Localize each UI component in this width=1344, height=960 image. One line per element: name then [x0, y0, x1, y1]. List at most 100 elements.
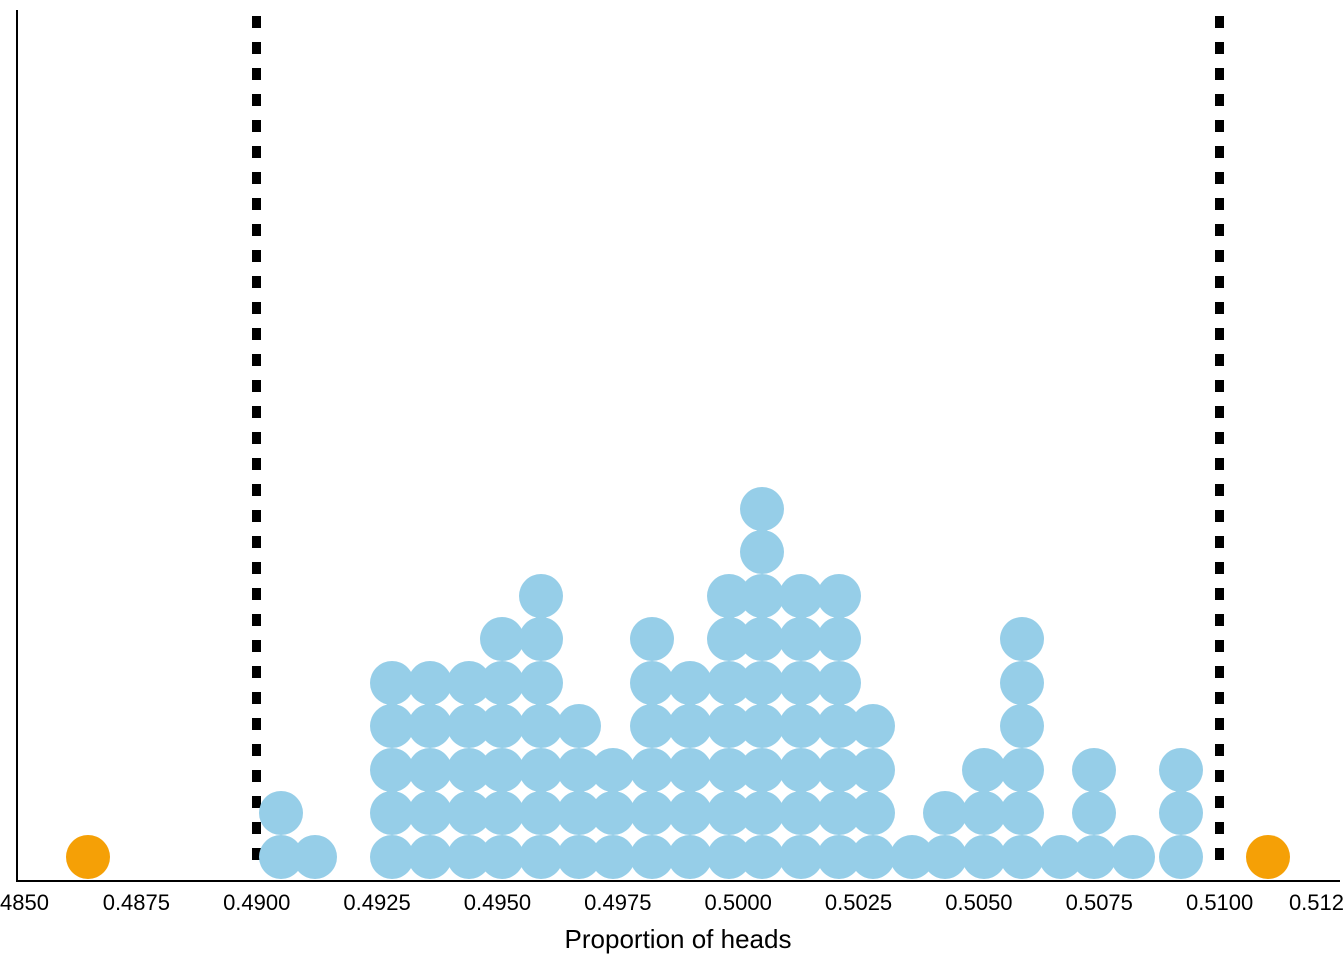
reference-vline-dash [1215, 848, 1224, 860]
reference-vline-dash [252, 94, 261, 106]
outlier-dot [1246, 835, 1290, 879]
data-dot [1072, 835, 1116, 879]
data-dot [480, 835, 524, 879]
reference-vline-dash [1215, 718, 1224, 730]
reference-vline-dash [252, 198, 261, 210]
data-dot [1159, 791, 1203, 835]
reference-vline-dash [252, 562, 261, 574]
data-dot [1000, 748, 1044, 792]
x-tick-label: 0.4875 [103, 890, 170, 916]
reference-vline-dash [252, 718, 261, 730]
data-dot [779, 661, 823, 705]
x-tick-label: 0.5050 [945, 890, 1012, 916]
reference-vline-dash [252, 146, 261, 158]
x-axis-line [16, 880, 1340, 882]
reference-vline-dash [252, 380, 261, 392]
reference-vline-dash [252, 666, 261, 678]
data-dot [1072, 791, 1116, 835]
data-dot [923, 835, 967, 879]
reference-vline-dash [252, 302, 261, 314]
reference-vline-dash [1215, 744, 1224, 756]
x-tick-label: 0.512 [1289, 890, 1344, 916]
data-dot [408, 791, 452, 835]
reference-vline-dash [1215, 770, 1224, 782]
reference-vline-dash [252, 42, 261, 54]
data-dot [851, 748, 895, 792]
data-dot [851, 835, 895, 879]
data-dot [851, 704, 895, 748]
data-dot [370, 748, 414, 792]
reference-vline-dash [1215, 276, 1224, 288]
data-dot [779, 748, 823, 792]
data-dot [668, 748, 712, 792]
reference-vline-dash [252, 640, 261, 652]
reference-vline-dash [1215, 562, 1224, 574]
x-tick-label: 0.4900 [223, 890, 290, 916]
data-dot [591, 791, 635, 835]
data-dot [1159, 748, 1203, 792]
data-dot [668, 704, 712, 748]
data-dot [1072, 748, 1116, 792]
reference-vline-dash [252, 354, 261, 366]
data-dot [370, 704, 414, 748]
reference-vline-dash [252, 692, 261, 704]
reference-vline-dash [1215, 146, 1224, 158]
data-dot [370, 661, 414, 705]
data-dot [408, 661, 452, 705]
data-dot [779, 617, 823, 661]
data-dot [480, 661, 524, 705]
reference-vline-dash [252, 588, 261, 600]
data-dot [740, 617, 784, 661]
reference-vline-dash [1215, 380, 1224, 392]
data-dot [779, 835, 823, 879]
data-dot [557, 704, 601, 748]
data-dot [408, 704, 452, 748]
data-dot [1000, 661, 1044, 705]
data-dot [1000, 704, 1044, 748]
data-dot [480, 791, 524, 835]
data-dot [740, 835, 784, 879]
reference-vline-dash [1215, 172, 1224, 184]
data-dot [519, 574, 563, 618]
data-dot [370, 791, 414, 835]
data-dot [630, 617, 674, 661]
x-axis-title: Proportion of heads [565, 924, 792, 955]
reference-vline-dash [1215, 354, 1224, 366]
x-tick-label: 0.5025 [825, 890, 892, 916]
data-dot [480, 748, 524, 792]
outlier-dot [66, 835, 110, 879]
data-dot [668, 835, 712, 879]
data-dot [293, 835, 337, 879]
data-dot [630, 661, 674, 705]
data-dot [519, 661, 563, 705]
reference-vline-dash [252, 744, 261, 756]
reference-vline-dash [1215, 120, 1224, 132]
data-dot [1000, 617, 1044, 661]
reference-vline-dash [1215, 536, 1224, 548]
reference-vline-dash [1215, 250, 1224, 262]
data-dot [740, 530, 784, 574]
dotplot-chart: 48500.48750.49000.49250.49500.49750.5000… [0, 0, 1344, 960]
data-dot [408, 748, 452, 792]
data-dot [519, 835, 563, 879]
data-dot [668, 791, 712, 835]
reference-vline-dash [252, 484, 261, 496]
reference-vline-dash [1215, 94, 1224, 106]
x-tick-label: 0.4950 [464, 890, 531, 916]
x-tick-label: 0.5075 [1066, 890, 1133, 916]
reference-vline-dash [1215, 198, 1224, 210]
reference-vline-dash [252, 250, 261, 262]
data-dot [1000, 835, 1044, 879]
data-dot [668, 661, 712, 705]
reference-vline-dash [1215, 510, 1224, 522]
data-dot [851, 791, 895, 835]
data-dot [779, 791, 823, 835]
reference-vline-dash [1215, 796, 1224, 808]
data-dot [480, 617, 524, 661]
data-dot [519, 704, 563, 748]
reference-vline-dash [1215, 692, 1224, 704]
y-axis-line [16, 10, 18, 880]
data-dot [962, 791, 1006, 835]
data-dot [779, 704, 823, 748]
data-dot [740, 748, 784, 792]
